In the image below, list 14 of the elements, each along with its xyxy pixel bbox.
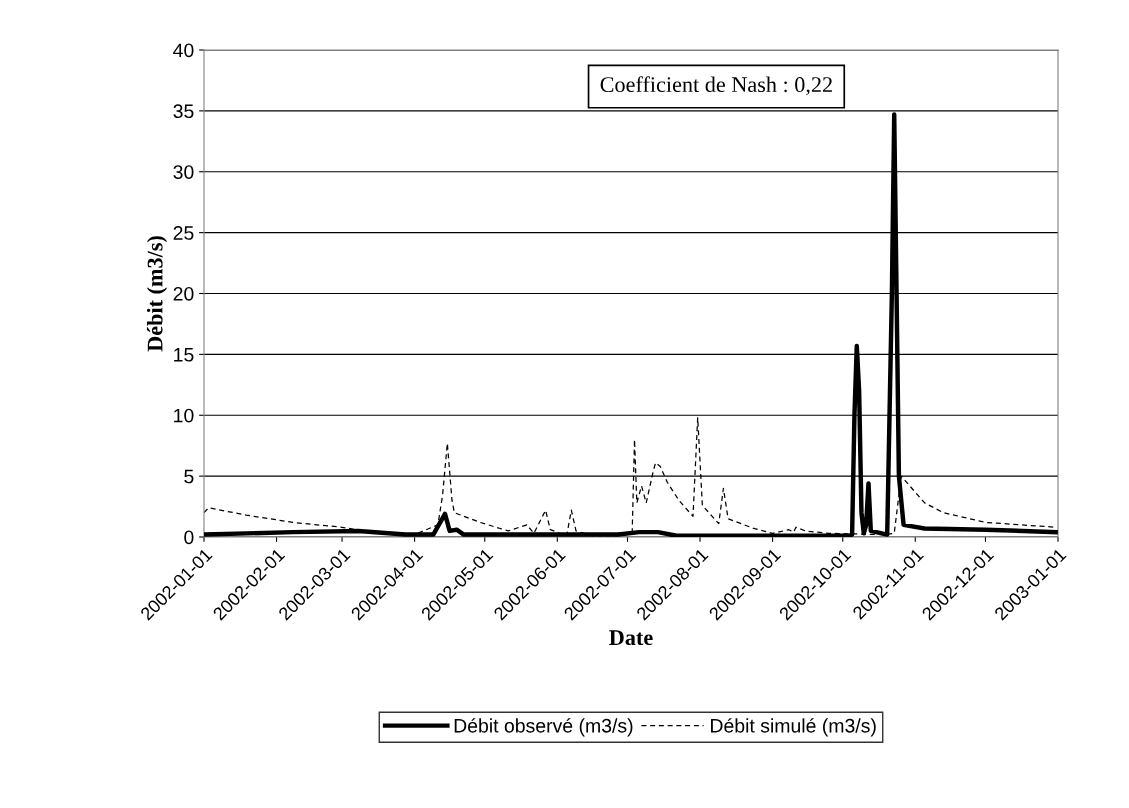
y-tick-label: 35 bbox=[173, 104, 194, 119]
y-tick-label: 25 bbox=[173, 226, 194, 240]
y-tick-label: 10 bbox=[174, 408, 194, 423]
legend-label: Débit observé (m3/s) bbox=[454, 718, 633, 737]
y-axis-title: Débit (m3/s) bbox=[146, 236, 168, 352]
y-tick-label: 20 bbox=[173, 286, 194, 301]
y-tick-label: 40 bbox=[173, 43, 194, 58]
annotation: Coefficient de Nash : 0,22 bbox=[600, 76, 832, 96]
y-tick-label: 5 bbox=[184, 469, 194, 484]
y-tick-label: 15 bbox=[174, 348, 194, 362]
x-axis-title: Date bbox=[609, 630, 653, 646]
y-tick-label: 30 bbox=[173, 165, 194, 179]
y-tick-label: 0 bbox=[184, 530, 194, 545]
legend-label: Débit simulé (m3/s) bbox=[711, 718, 876, 737]
